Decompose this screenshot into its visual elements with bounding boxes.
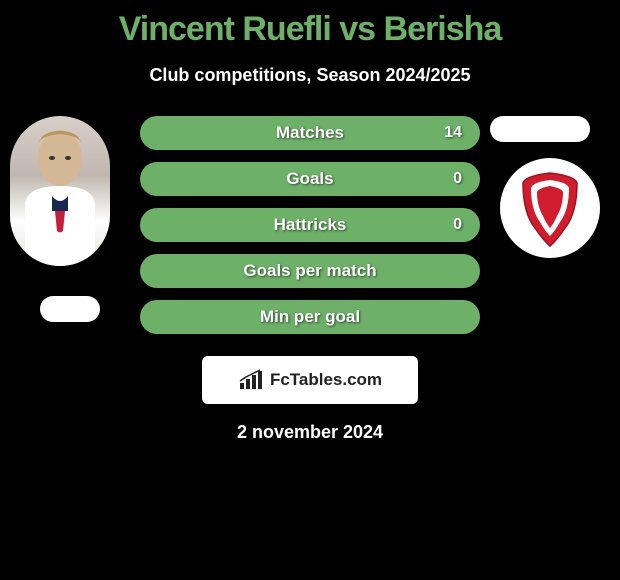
stat-bar-goals: Goals 0 (140, 162, 480, 196)
date-label: 2 november 2024 (0, 422, 620, 443)
stat-value: 0 (453, 216, 462, 234)
stat-bar-hattricks: Hattricks 0 (140, 208, 480, 242)
stat-value: 14 (444, 124, 462, 142)
club-crest-icon (515, 168, 585, 248)
stat-bars-container: Matches 14 Goals 0 Hattricks 0 Goals per… (140, 116, 480, 346)
chart-icon (238, 369, 264, 391)
club-badge (500, 158, 600, 258)
stat-label: Hattricks (274, 215, 347, 235)
stat-label: Goals per match (243, 261, 376, 281)
player-photo (10, 116, 110, 266)
stat-label: Min per goal (260, 307, 360, 327)
season-subtitle: Club competitions, Season 2024/2025 (0, 65, 620, 86)
stat-bar-goals-per-match: Goals per match (140, 254, 480, 288)
stat-bar-min-per-goal: Min per goal (140, 300, 480, 334)
player-silhouette-icon (10, 116, 110, 266)
comparison-title: Vincent Ruefli vs Berisha (0, 10, 620, 49)
stat-label: Matches (276, 123, 344, 143)
player-name-pill (40, 296, 100, 322)
club-name-pill (490, 116, 590, 142)
brand-label: FcTables.com (270, 370, 382, 390)
stat-bar-matches: Matches 14 (140, 116, 480, 150)
stat-label: Goals (286, 169, 333, 189)
comparison-content: Matches 14 Goals 0 Hattricks 0 Goals per… (0, 116, 620, 356)
stat-value: 0 (453, 170, 462, 188)
brand-box: FcTables.com (202, 356, 418, 404)
